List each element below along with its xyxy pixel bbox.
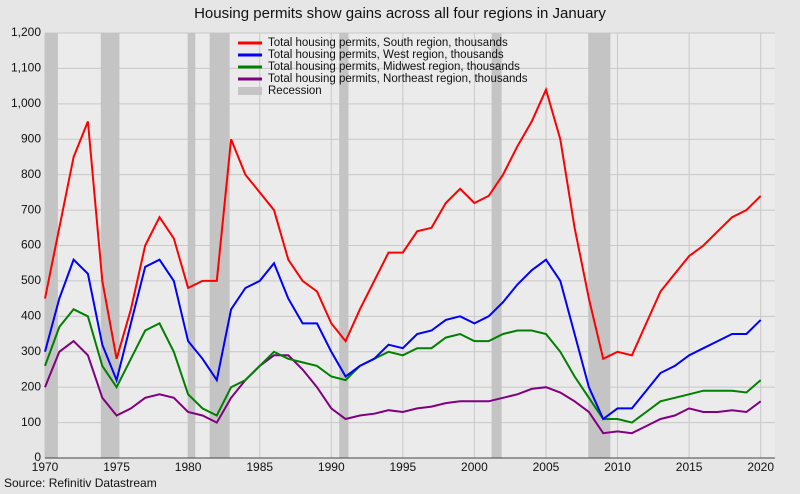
- y-tick-label: 500: [21, 273, 41, 287]
- y-tick-label: 200: [21, 379, 41, 393]
- y-tick-label: 400: [21, 309, 41, 323]
- x-tick-label: 1975: [103, 460, 130, 474]
- y-tick-label: 1,000: [11, 96, 41, 110]
- x-tick-label: 1970: [32, 460, 59, 474]
- recession-band: [45, 33, 58, 458]
- y-tick-label: 100: [21, 415, 41, 429]
- legend-swatch: [238, 87, 262, 95]
- y-tick-label: 1,200: [11, 25, 41, 39]
- series-line: [44, 308, 762, 424]
- legend-label: Total housing permits, Midwest region, t…: [268, 61, 520, 73]
- chart-title: Housing permits show gains across all fo…: [194, 5, 606, 22]
- x-tick-label: 2010: [604, 460, 631, 474]
- y-tick-label: 700: [21, 202, 41, 216]
- series-line: [44, 339, 762, 435]
- x-tick-label: 1990: [318, 460, 345, 474]
- legend-label: Total housing permits, Northeast region,…: [268, 73, 528, 85]
- x-tick-label: 2005: [533, 460, 560, 474]
- legend-label: Total housing permits, South region, tho…: [268, 37, 508, 49]
- y-tick-label: 300: [21, 344, 41, 358]
- y-tick-label: 0: [34, 450, 41, 464]
- x-tick-label: 2020: [747, 460, 774, 474]
- x-tick-label: 1995: [389, 460, 416, 474]
- legend-label: Recession: [268, 85, 322, 97]
- y-tick-label: 600: [21, 238, 41, 252]
- recession-band: [339, 33, 349, 458]
- x-tick-label: 2000: [461, 460, 488, 474]
- y-tick-label: 800: [21, 167, 41, 181]
- y-tick-label: 1,100: [11, 61, 41, 75]
- x-tick-label: 2015: [676, 460, 703, 474]
- legend-label: Total housing permits, West region, thou…: [268, 49, 504, 61]
- recession-band: [491, 33, 502, 458]
- y-tick-label: 900: [21, 131, 41, 145]
- x-tick-label: 1985: [246, 460, 273, 474]
- source: Source: Refinitiv Datastream: [4, 476, 157, 490]
- recession-band: [100, 33, 120, 458]
- legend: Total housing permits, South region, tho…: [238, 37, 528, 97]
- x-tick-label: 1980: [175, 460, 202, 474]
- series-line: [44, 86, 762, 361]
- series-line: [44, 257, 762, 421]
- recession-band: [188, 33, 196, 458]
- recession-band: [588, 33, 611, 458]
